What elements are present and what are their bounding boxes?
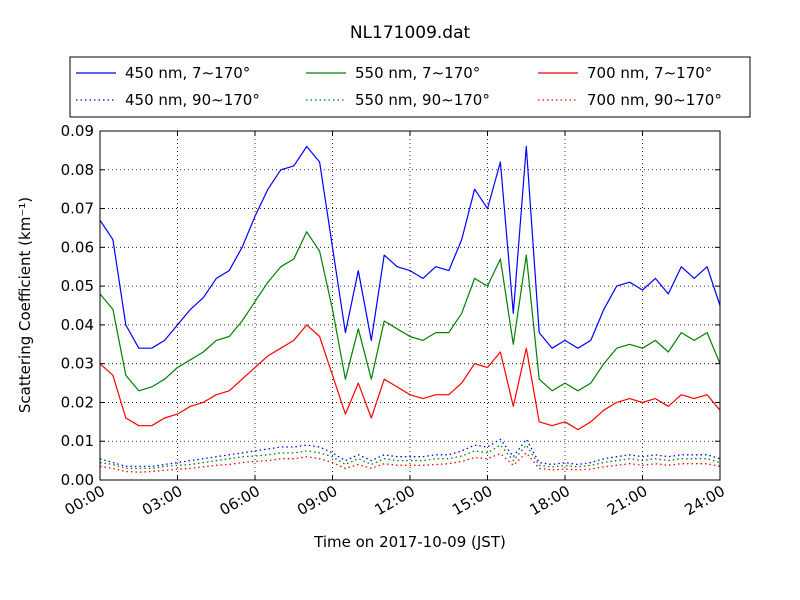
series-line-4 bbox=[99, 444, 721, 470]
x-tick-label: 15:00 bbox=[449, 482, 495, 519]
legend-label-0: 450 nm, 7∼170° bbox=[125, 64, 250, 82]
x-tick-label: 09:00 bbox=[294, 482, 340, 519]
y-tick-label: 0.05 bbox=[61, 277, 94, 295]
x-tick-label: 06:00 bbox=[217, 482, 263, 519]
y-axis-label: Scattering Coefficient (km⁻¹) bbox=[16, 197, 34, 413]
y-tick-label: 0.00 bbox=[61, 471, 94, 489]
series-line-2 bbox=[99, 324, 721, 431]
y-tick-label: 0.02 bbox=[61, 393, 94, 411]
x-axis-label: Time on 2017-10-09 (JST) bbox=[313, 533, 506, 551]
y-tick-label: 0.01 bbox=[61, 432, 94, 450]
x-tick-label: 03:00 bbox=[139, 482, 185, 519]
series-line-5 bbox=[99, 452, 721, 473]
y-tick-label: 0.07 bbox=[61, 200, 94, 218]
legend-label-1: 550 nm, 7∼170° bbox=[355, 64, 480, 82]
legend-box bbox=[69, 56, 751, 118]
y-tick-label: 0.04 bbox=[61, 316, 94, 334]
legend-label-5: 700 nm, 90∼170° bbox=[587, 91, 722, 109]
y-tick-label: 0.09 bbox=[61, 122, 94, 140]
x-tick-label: 18:00 bbox=[527, 482, 573, 519]
legend-label-3: 450 nm, 90∼170° bbox=[125, 91, 260, 109]
series-line-1 bbox=[99, 231, 721, 392]
series-line-3 bbox=[99, 438, 721, 468]
x-tick-label: 24:00 bbox=[682, 482, 728, 519]
x-tick-label: 12:00 bbox=[372, 482, 418, 519]
plot-area bbox=[100, 131, 720, 480]
y-tick-label: 0.03 bbox=[61, 355, 94, 373]
y-tick-label: 0.06 bbox=[61, 238, 94, 256]
y-tick-label: 0.08 bbox=[61, 161, 94, 179]
legend-label-2: 700 nm, 7∼170° bbox=[587, 64, 712, 82]
legend: 450 nm, 7∼170° 550 nm, 7∼170° 700 nm, 7∼17… bbox=[76, 64, 722, 109]
legend-label-4: 550 nm, 90∼170° bbox=[355, 91, 490, 109]
x-tick-label: 21:00 bbox=[604, 482, 650, 519]
series-line-0 bbox=[99, 145, 721, 349]
chart-title: NL171009.dat bbox=[350, 23, 471, 43]
series-layer bbox=[99, 145, 721, 473]
